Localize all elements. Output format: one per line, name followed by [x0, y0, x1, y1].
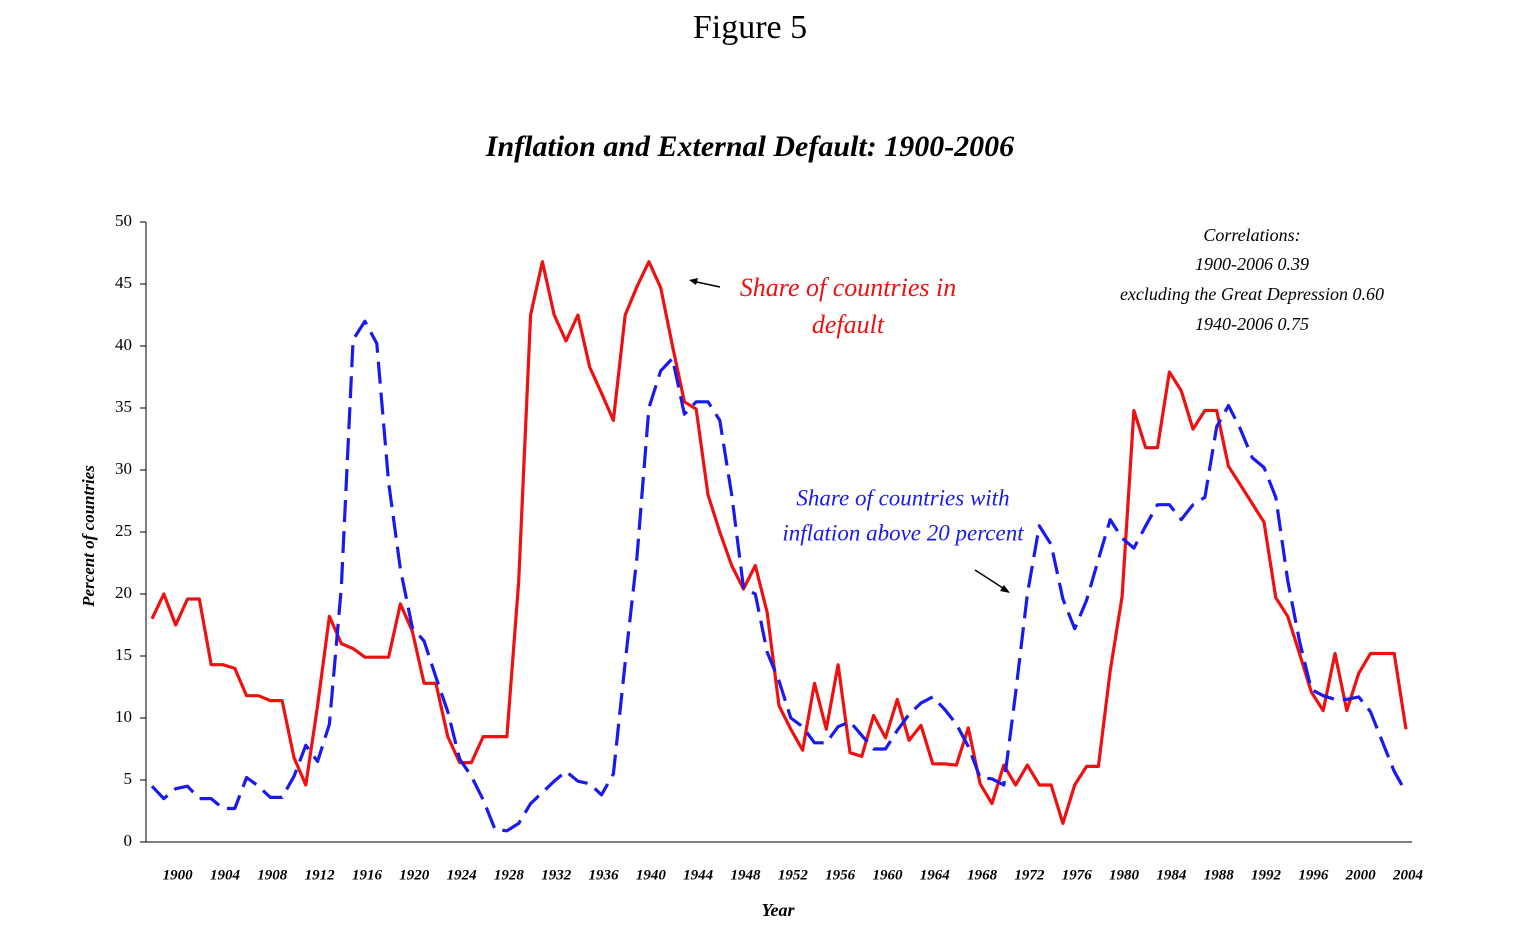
chart-title: Inflation and External Default: 1900-200… — [485, 130, 1014, 163]
x-tick-label: 1972 — [1014, 867, 1045, 883]
x-tick-label: 1924 — [447, 867, 478, 883]
x-tick-label: 1912 — [305, 867, 336, 883]
arrow — [974, 569, 1007, 591]
annotation: inflation above 20 percent — [782, 520, 1024, 545]
x-tick-label: 1968 — [967, 867, 998, 883]
x-tick-label: 1996 — [1298, 867, 1329, 883]
y-tick-label: 35 — [115, 397, 132, 416]
x-tick-label: 1940 — [636, 867, 667, 883]
x-tick-label: 1952 — [778, 867, 809, 883]
x-tick-label: 1956 — [825, 867, 856, 883]
series-line — [150, 319, 1408, 833]
x-tick-label: 1976 — [1062, 867, 1093, 883]
annotation: default — [812, 310, 885, 339]
x-tick-label: 1920 — [399, 867, 430, 883]
annotation: Correlations: — [1203, 225, 1300, 245]
y-tick-label: 25 — [115, 521, 132, 540]
x-tick-label: 1948 — [731, 867, 762, 883]
annotation: Share of countries in — [740, 273, 956, 302]
x-tick-label: 1980 — [1109, 867, 1140, 883]
x-tick-label: 2000 — [1345, 867, 1377, 883]
x-tick-label: 1960 — [872, 867, 903, 883]
annotation: 1940-2006 0.75 — [1195, 314, 1309, 334]
y-tick-label: 30 — [115, 459, 132, 478]
y-tick-label: 20 — [115, 583, 132, 602]
y-tick-label: 15 — [115, 645, 132, 664]
annotation: 1900-2006 0.39 — [1195, 254, 1309, 274]
x-tick-label: 1900 — [163, 867, 194, 883]
x-tick-label: 1992 — [1251, 867, 1282, 883]
annotation: excluding the Great Depression 0.60 — [1120, 284, 1384, 304]
y-tick-label: 50 — [115, 211, 132, 230]
x-tick-label: 2004 — [1392, 867, 1424, 883]
arrowhead — [1000, 585, 1010, 593]
y-tick-label: 10 — [115, 707, 132, 726]
x-tick-label: 1944 — [683, 867, 714, 883]
x-tick-label: 1904 — [210, 867, 241, 883]
y-tick-label: 5 — [124, 769, 133, 788]
x-tick-label: 1988 — [1204, 867, 1235, 883]
x-axis-label: Year — [762, 900, 796, 920]
figure-label: Figure 5 — [693, 9, 807, 46]
arrowhead — [689, 278, 698, 285]
series-line — [150, 260, 1408, 825]
y-tick-label: 45 — [115, 273, 132, 292]
x-tick-label: 1908 — [257, 867, 288, 883]
x-tick-label: 1984 — [1156, 867, 1187, 883]
x-tick-label: 1916 — [352, 867, 383, 883]
y-tick-label: 0 — [124, 831, 133, 850]
x-tick-label: 1964 — [920, 867, 951, 883]
annotation: Share of countries with — [796, 485, 1009, 510]
x-tick-label: 1928 — [494, 867, 525, 883]
y-axis-label: Percent of countries — [79, 465, 98, 608]
x-tick-label: 1936 — [589, 867, 620, 883]
y-tick-label: 40 — [115, 335, 132, 354]
x-tick-label: 1932 — [541, 867, 572, 883]
